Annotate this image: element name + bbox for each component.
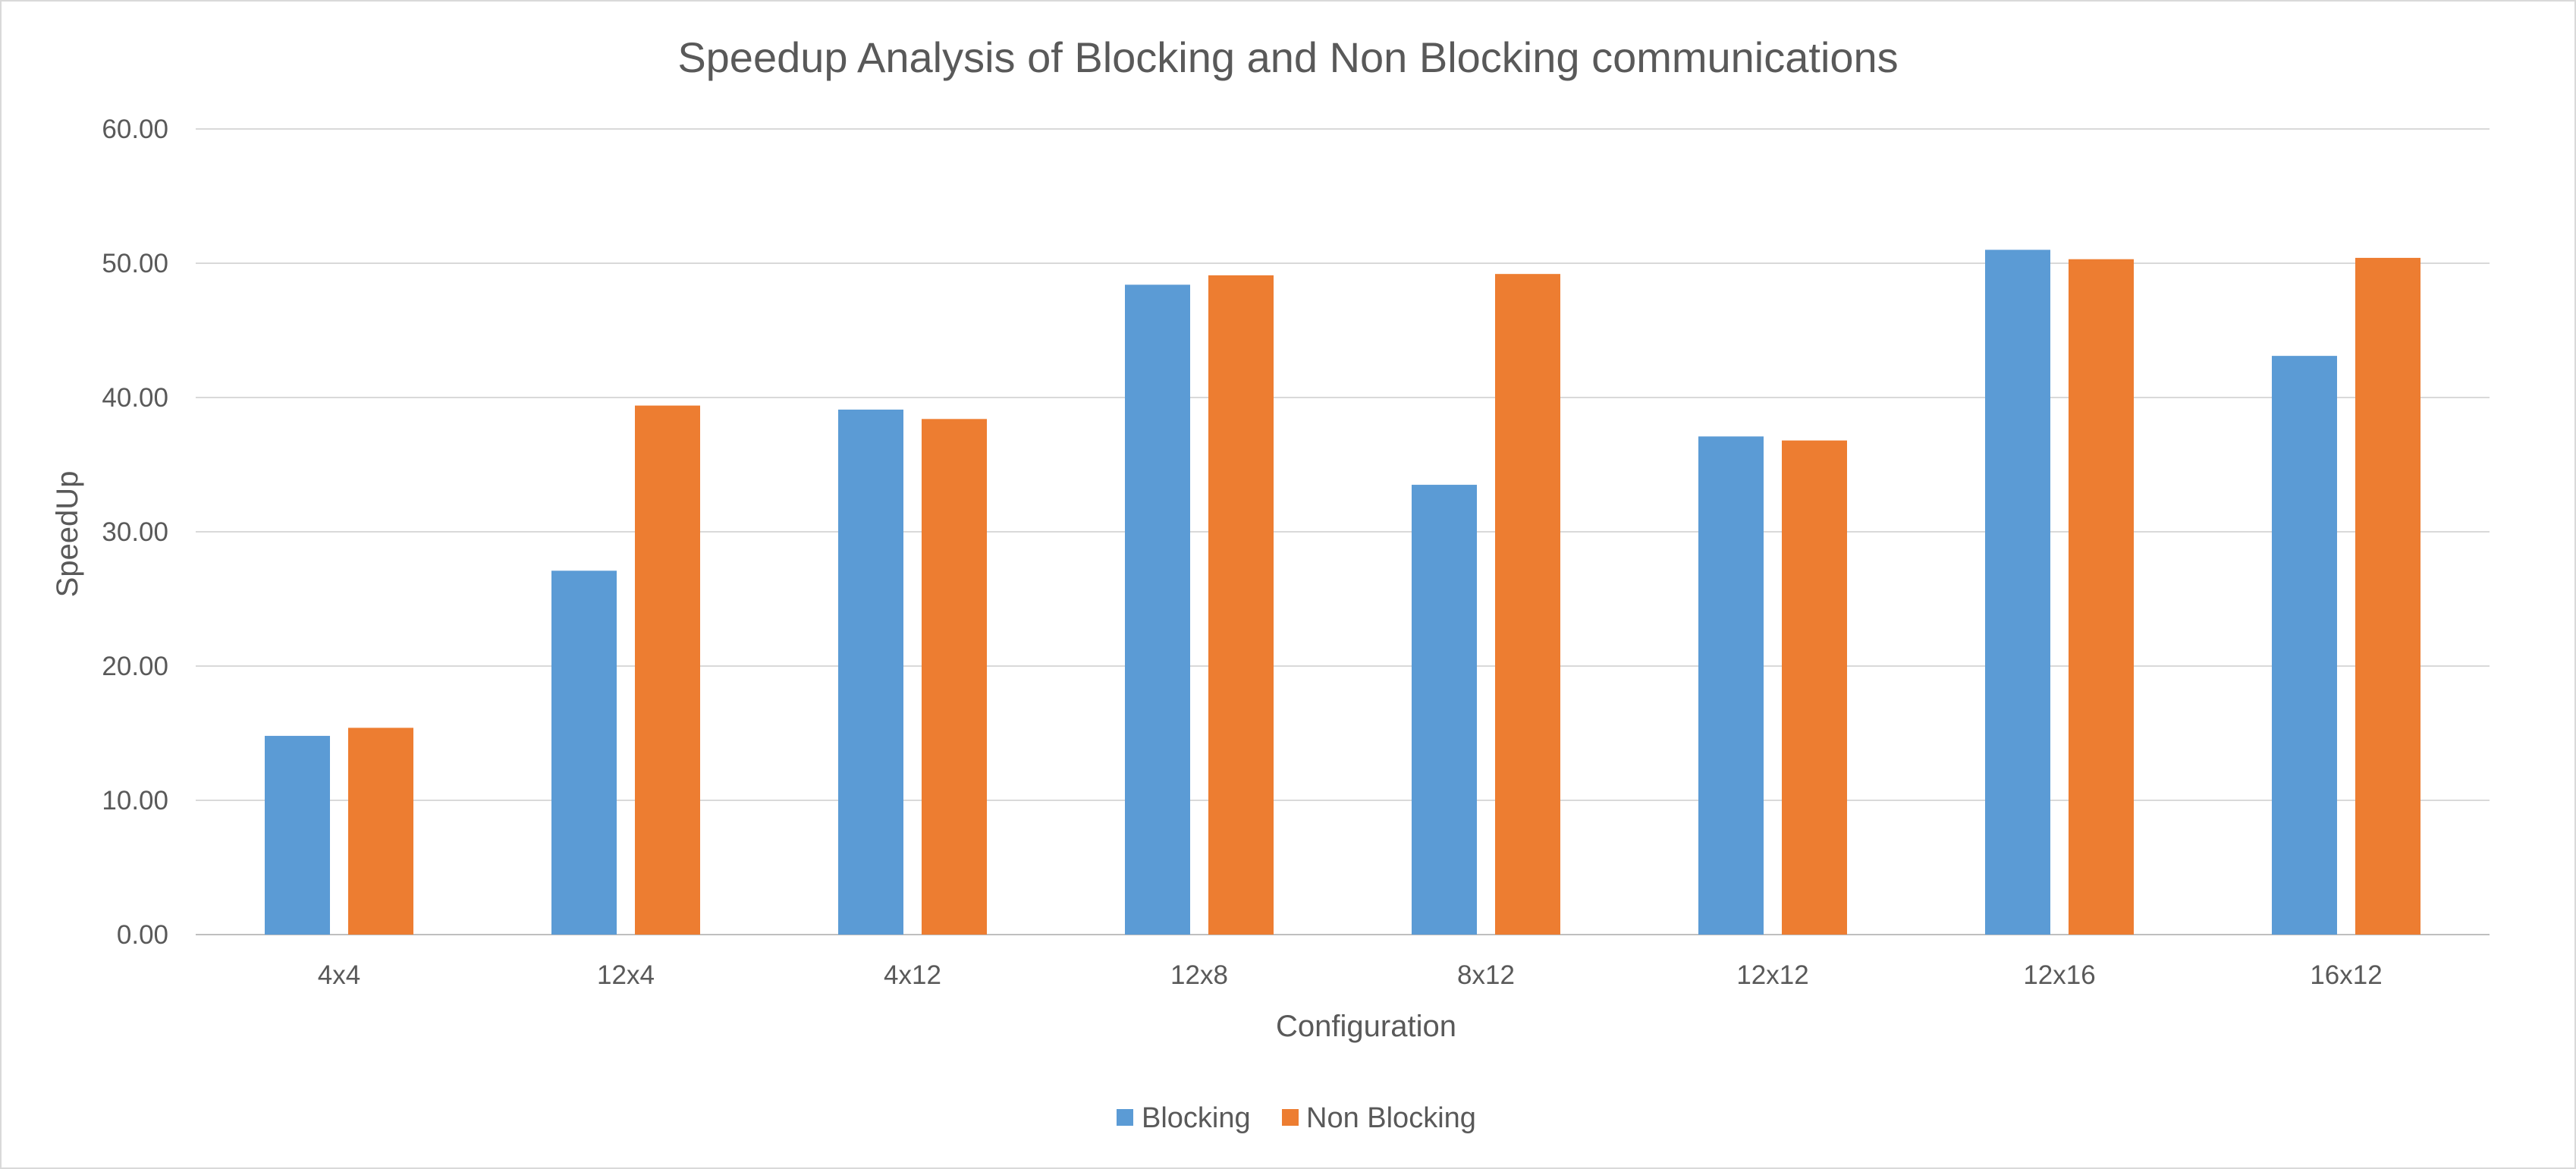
x-tick-label: 12x4 [597,960,655,990]
legend-label: Blocking [1142,1102,1251,1134]
legend-swatch [1282,1109,1299,1126]
x-axis-ticks: 4x4 12x4 4x12 12x8 8x12 12x12 12x16 16x12 [318,960,2383,990]
x-tick-label: 4x4 [318,960,360,990]
y-axis-ticks: 0.00 10.00 20.00 30.00 40.00 50.00 60.00 [102,115,168,950]
x-tick-label: 8x12 [1457,960,1515,990]
x-tick-label: 4x12 [884,960,941,990]
bar-blocking-4x12 [838,409,903,935]
legend-label: Non Blocking [1306,1102,1476,1134]
y-tick-label: 30.00 [102,517,168,547]
y-tick-label: 50.00 [102,249,168,278]
bar-non-blocking-16x12 [2355,257,2420,935]
x-axis-title: Configuration [1276,1010,1456,1043]
bar-blocking-8x12 [1412,485,1477,935]
bar-non-blocking-12x4 [635,405,700,935]
y-tick-label: 40.00 [102,383,168,413]
bar-non-blocking-12x8 [1208,275,1274,935]
bar-blocking-12x8 [1125,284,1190,935]
bar-blocking-12x16 [1985,250,2050,935]
x-tick-label: 16x12 [2310,960,2382,990]
y-tick-label: 60.00 [102,115,168,144]
y-tick-label: 0.00 [117,920,168,950]
y-tick-label: 10.00 [102,786,168,815]
x-tick-label: 12x8 [1170,960,1228,990]
bar-blocking-12x4 [551,570,617,935]
bars [265,250,2420,935]
bar-blocking-4x4 [265,736,330,935]
legend-swatch [1117,1109,1133,1126]
chart-title: Speedup Analysis of Blocking and Non Blo… [677,33,1898,81]
y-axis-title: SpeedUp [51,471,84,598]
bar-non-blocking-8x12 [1495,274,1560,935]
bar-non-blocking-4x12 [922,419,987,935]
bar-non-blocking-12x12 [1782,440,1847,935]
legend: Blocking Non Blocking [1117,1102,1476,1134]
bar-non-blocking-12x16 [2069,259,2134,935]
bar-blocking-12x12 [1698,436,1764,935]
bar-non-blocking-4x4 [348,727,413,935]
gridlines [196,128,2490,935]
x-tick-label: 12x12 [1736,960,1808,990]
bar-blocking-16x12 [2272,356,2337,935]
y-tick-label: 20.00 [102,652,168,681]
x-tick-label: 12x16 [2023,960,2095,990]
